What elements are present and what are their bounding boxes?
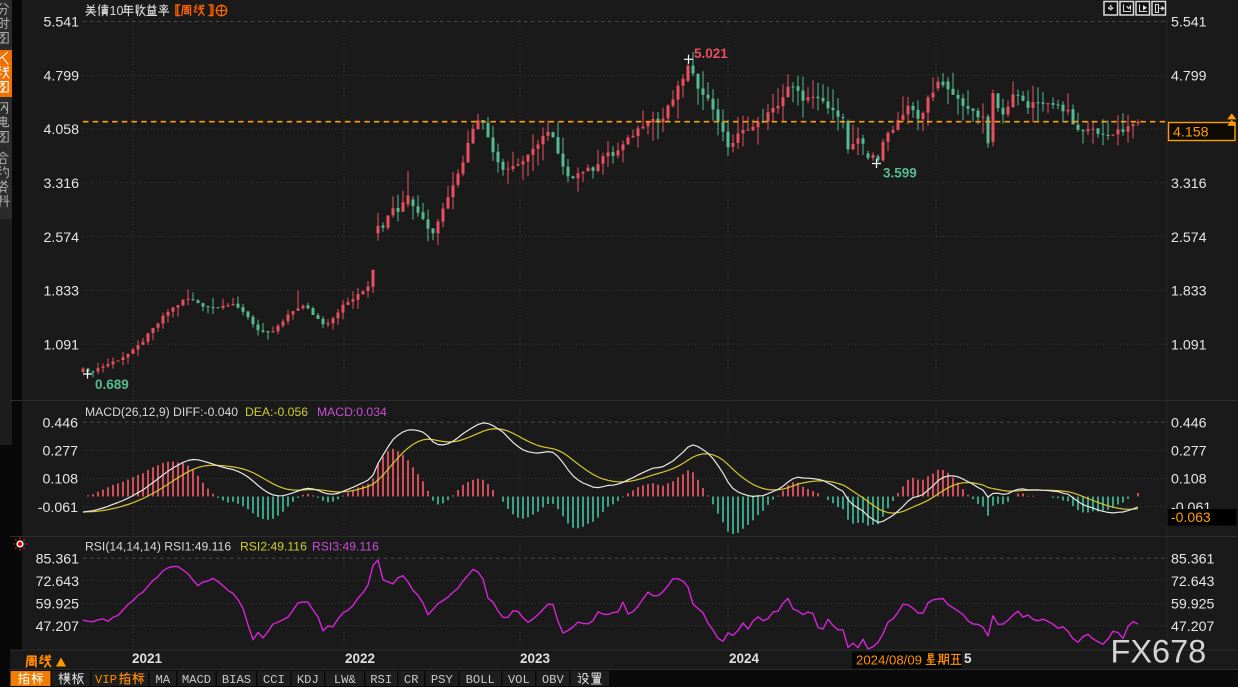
svg-text:MACD: MACD: [182, 673, 211, 687]
svg-text:MA: MA: [155, 673, 170, 687]
svg-text:5.541: 5.541: [43, 15, 79, 31]
svg-text:RSI3:49.116: RSI3:49.116: [312, 540, 379, 554]
svg-text:LW&: LW&: [334, 673, 357, 687]
svg-text:59.925: 59.925: [36, 596, 80, 612]
svg-text:72.643: 72.643: [36, 574, 80, 590]
svg-text:5: 5: [964, 651, 972, 666]
svg-text:CCI: CCI: [263, 673, 285, 687]
svg-text:0.108: 0.108: [1171, 472, 1207, 488]
svg-text:1.833: 1.833: [43, 284, 79, 300]
svg-text:KDJ: KDJ: [297, 673, 319, 687]
svg-text:0.446: 0.446: [1171, 415, 1207, 431]
svg-text:2022: 2022: [345, 651, 375, 666]
svg-text:MACD:0.034: MACD:0.034: [317, 405, 387, 419]
svg-text:1.091: 1.091: [43, 337, 79, 353]
svg-text:OBV: OBV: [542, 673, 565, 687]
svg-text:1.091: 1.091: [1171, 337, 1207, 353]
svg-text:72.643: 72.643: [1171, 574, 1215, 590]
svg-text:47.207: 47.207: [36, 619, 80, 635]
svg-text:2.574: 2.574: [43, 230, 79, 246]
svg-text:3.316: 3.316: [1171, 176, 1207, 192]
svg-text:3.599: 3.599: [883, 166, 917, 181]
svg-text:RSI(14,14,14) RSI1:49.116: RSI(14,14,14) RSI1:49.116: [85, 540, 231, 554]
svg-text:PSY: PSY: [431, 673, 454, 687]
svg-text:BIAS: BIAS: [222, 673, 251, 687]
svg-text:2.574: 2.574: [1171, 230, 1207, 246]
svg-text:5.021: 5.021: [694, 46, 728, 61]
svg-text:DEA:-0.056: DEA:-0.056: [245, 405, 308, 419]
svg-text:2023: 2023: [520, 651, 551, 666]
svg-text:CR: CR: [404, 673, 419, 687]
svg-text:4.058: 4.058: [43, 122, 79, 138]
svg-text:VIP: VIP: [95, 673, 117, 687]
svg-text:BOLL: BOLL: [466, 673, 495, 687]
svg-text:0.108: 0.108: [42, 472, 78, 488]
svg-text:2024/08/09: 2024/08/09: [856, 653, 922, 668]
svg-text:0.689: 0.689: [95, 377, 129, 392]
svg-text:85.361: 85.361: [1171, 551, 1215, 567]
svg-text:-0.063: -0.063: [1171, 509, 1211, 525]
svg-text:10: 10: [110, 4, 124, 18]
svg-text:RSI2:49.116: RSI2:49.116: [240, 540, 307, 554]
svg-text:VOL: VOL: [508, 673, 530, 687]
svg-text:-0.061: -0.061: [38, 500, 78, 516]
svg-text:FX678: FX678: [1111, 634, 1207, 670]
svg-text:59.925: 59.925: [1171, 596, 1215, 612]
svg-text:85.361: 85.361: [36, 551, 80, 567]
svg-text:0.277: 0.277: [1171, 444, 1207, 460]
svg-text:1.833: 1.833: [1171, 284, 1207, 300]
svg-text:47.207: 47.207: [1171, 619, 1215, 635]
svg-text:0.446: 0.446: [42, 415, 78, 431]
svg-text:3.316: 3.316: [43, 176, 79, 192]
svg-text:MACD(26,12,9) DIFF:-0.040: MACD(26,12,9) DIFF:-0.040: [85, 405, 238, 419]
svg-text:2021: 2021: [132, 651, 163, 666]
svg-text:4.799: 4.799: [43, 69, 79, 85]
svg-text:RSI: RSI: [370, 673, 392, 687]
svg-text:4.158: 4.158: [1173, 125, 1209, 141]
svg-text:2024: 2024: [729, 651, 760, 666]
svg-text:5.541: 5.541: [1171, 15, 1207, 31]
svg-text:0.277: 0.277: [42, 444, 78, 460]
svg-text:4.799: 4.799: [1171, 69, 1207, 85]
